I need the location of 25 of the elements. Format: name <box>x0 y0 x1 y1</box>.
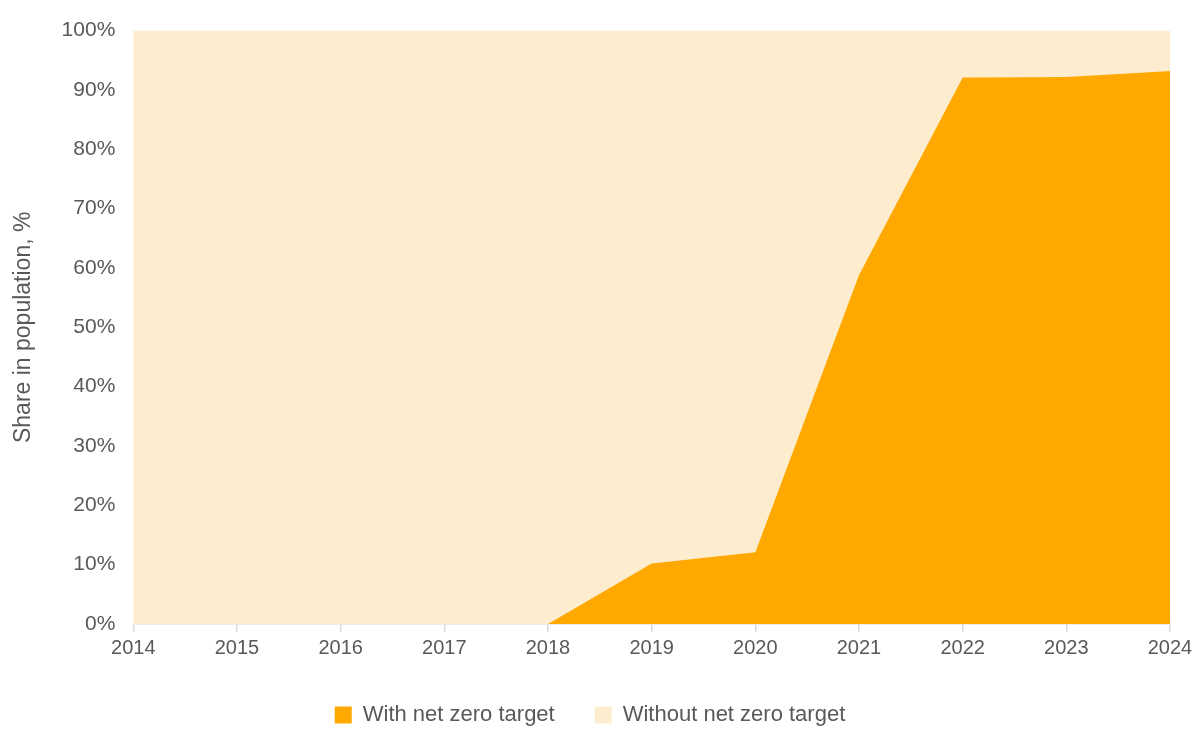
y-tick-label: 90% <box>73 76 116 100</box>
x-tick-label: 2022 <box>940 635 985 658</box>
x-tick-label: 2020 <box>733 635 778 658</box>
y-tick-label: 100% <box>61 17 116 41</box>
y-tick-label: 80% <box>73 136 116 160</box>
x-tick-label: 2015 <box>214 635 260 658</box>
x-tick-label: 2024 <box>1147 635 1193 658</box>
y-tick-label: 0% <box>84 610 116 634</box>
x-tick-label: 2014 <box>111 635 156 658</box>
y-tick-label: 30% <box>73 432 116 456</box>
x-tick-label: 2023 <box>1044 635 1089 658</box>
x-tick-label: 2017 <box>422 635 467 658</box>
y-tick-label: 10% <box>73 551 116 575</box>
y-tick-label: 70% <box>73 195 116 219</box>
x-tick-label: 2021 <box>836 635 882 658</box>
y-tick-label: 40% <box>73 373 116 397</box>
y-tick-label: 60% <box>73 254 116 278</box>
x-tick-label: 2016 <box>318 635 363 658</box>
legend-label: Without net zero target <box>622 701 846 727</box>
y-tick-label: 20% <box>73 492 116 516</box>
legend-label: With net zero target <box>362 701 555 727</box>
y-axis-title: Share in population, % <box>9 211 36 444</box>
x-tick-label: 2019 <box>629 635 674 658</box>
x-tick-label: 2018 <box>525 635 571 658</box>
y-tick-label: 50% <box>73 314 116 338</box>
